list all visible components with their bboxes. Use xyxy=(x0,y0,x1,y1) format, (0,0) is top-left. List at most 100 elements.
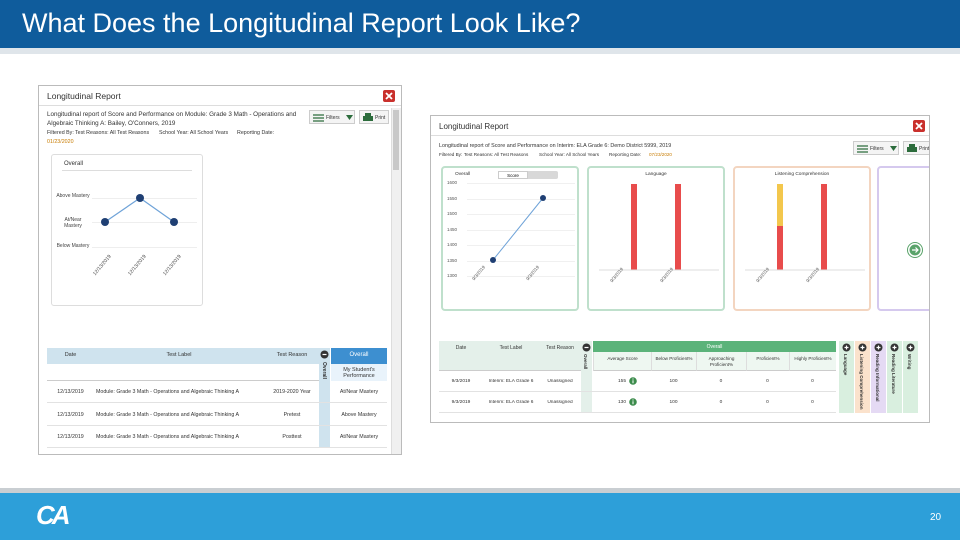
table-cell: 0 xyxy=(766,379,769,384)
score-toggle[interactable]: Score xyxy=(498,171,558,179)
print-button[interactable]: Print xyxy=(903,141,929,155)
info-icon xyxy=(629,377,637,385)
chart-line xyxy=(101,194,178,226)
group-toggle-column[interactable]: Overall xyxy=(581,341,592,413)
y-axis-label: 1500 xyxy=(447,211,458,216)
report-title: Longitudinal Report xyxy=(47,91,121,101)
report-title-bar xyxy=(431,116,929,136)
table-cell: 0 xyxy=(766,400,769,405)
report-description: Longitudinal report of Score and Perform… xyxy=(439,143,672,149)
claim-tab[interactable]: Reading Literature xyxy=(887,341,902,413)
table-cell: 2019-2020 Year xyxy=(273,389,311,395)
table-cell: At/Near Mastery xyxy=(339,389,379,395)
sub-header: Below Proficient% xyxy=(651,352,696,371)
score-toggle-label: Score xyxy=(498,171,528,179)
report-title: Longitudinal Report xyxy=(439,122,509,131)
table-row xyxy=(439,371,836,392)
y-axis-label: Below Mastery xyxy=(56,243,90,249)
table-cell: 0 xyxy=(811,379,814,384)
claim-tab-label: Reading Informational xyxy=(875,354,880,402)
sub-header: Approaching Proficient% xyxy=(696,352,746,371)
grid-line xyxy=(92,198,197,199)
left-screenshot: Longitudinal Report Longitudinal report o… xyxy=(38,85,402,455)
grid-line xyxy=(92,247,197,248)
grid-line xyxy=(467,198,575,200)
table-cell: 100 xyxy=(669,400,678,405)
table-cell: 12/13/2019 xyxy=(57,412,84,418)
chart-panel: Overall Score 1600 1550 1500 1450 1400 1350 1300… xyxy=(441,166,579,311)
claim-tab[interactable]: Listening Comprehension xyxy=(855,341,870,413)
table-cell: Posttest xyxy=(282,434,302,440)
print-button[interactable]: Print xyxy=(359,110,389,124)
chart-panel: Overall Above Mastery At/Near Mastery Below… xyxy=(51,154,203,306)
header-rule xyxy=(0,48,960,54)
claim-tab[interactable]: Language xyxy=(839,341,854,413)
next-arrow[interactable] xyxy=(907,242,923,258)
column-header: Test Reason xyxy=(546,345,574,351)
table-cell: 100 xyxy=(669,379,678,384)
table-cell: Above Mastery xyxy=(341,412,377,418)
add-icon xyxy=(842,343,851,352)
grid-line xyxy=(467,245,575,246)
column-header: Test Label xyxy=(166,352,192,358)
filters-button[interactable]: Filters xyxy=(309,110,355,124)
claim-tab-label: Writing xyxy=(907,354,912,370)
y-axis-label: At/Near Mastery xyxy=(64,217,82,229)
panel-title: Language xyxy=(645,172,667,177)
table-cell: Module: Grade 3 Math - Operations and Al… xyxy=(96,434,240,440)
chart-panel-partial xyxy=(877,166,929,311)
chart-line xyxy=(490,195,546,263)
filter-label: Filtered By: xyxy=(47,130,74,136)
sub-header: Average Score xyxy=(593,352,651,371)
sub-header: Highly Proficient% xyxy=(789,352,836,371)
page-number: 20 xyxy=(930,512,942,523)
table-cell: 12/13/2019 xyxy=(57,389,84,395)
close-button[interactable] xyxy=(383,90,395,102)
sub-header: Proficient% xyxy=(746,352,789,371)
table-cell: 0 xyxy=(811,400,814,405)
right-screenshot: Longitudinal Report Longitudinal report o… xyxy=(430,115,930,423)
header-bar xyxy=(0,0,960,48)
table-cell: 0 xyxy=(719,400,723,405)
table-row xyxy=(47,426,387,448)
toggle-icon xyxy=(582,343,591,352)
table-cell: Module: Grade 3 Math - Operations and Al… xyxy=(96,412,240,418)
close-button[interactable] xyxy=(913,120,925,132)
y-axis-label: 1350 xyxy=(447,257,458,263)
claim-tab[interactable]: Reading Informational xyxy=(871,341,886,413)
claim-tab-label: Listening Comprehension xyxy=(859,354,864,410)
bar-chart xyxy=(745,184,865,271)
group-header: Overall xyxy=(331,348,387,364)
footer-logo: CA xyxy=(36,500,71,530)
y-axis-label: 1400 xyxy=(447,242,458,247)
info-icon xyxy=(629,398,637,406)
table-cell: Module: Grade 3 Math - Operations and Al… xyxy=(96,389,240,395)
add-icon xyxy=(906,343,915,352)
footer-rule xyxy=(0,488,960,493)
table-cell: At/Near Mastery xyxy=(339,434,379,440)
group-toggle-column[interactable]: Overall xyxy=(319,348,330,448)
add-icon xyxy=(890,343,899,352)
y-axis-label: 1600 xyxy=(447,180,458,185)
filter-icon xyxy=(857,145,868,153)
filter-reporting-label: Reporting Date: xyxy=(237,130,275,136)
table-header-row xyxy=(439,341,581,371)
report-title-bar xyxy=(39,86,401,106)
claim-tab[interactable]: Writing xyxy=(903,341,918,413)
table-cell: Pretest xyxy=(283,412,301,418)
grid-line xyxy=(467,214,575,215)
filter-reporting-date: 07/23/2020 xyxy=(649,152,672,157)
column-header: Date xyxy=(64,352,77,358)
filter-icon xyxy=(313,114,324,122)
panel-title: Overall xyxy=(455,172,471,177)
filter-test-reasons: Test Reasons: All Test Reasons xyxy=(464,152,529,157)
grid-line xyxy=(467,276,575,277)
table-cell: Unassigned xyxy=(547,379,573,384)
filters-button[interactable]: Filters xyxy=(853,141,899,155)
data-table: Date Test Label Test Reason Overall Overall M… xyxy=(47,348,387,448)
chart-panel: Listening Comprehension 9/3/2019 9/3/2019 xyxy=(733,166,871,311)
table-row xyxy=(47,404,387,426)
table-cell: 12/13/2019 xyxy=(57,434,84,440)
